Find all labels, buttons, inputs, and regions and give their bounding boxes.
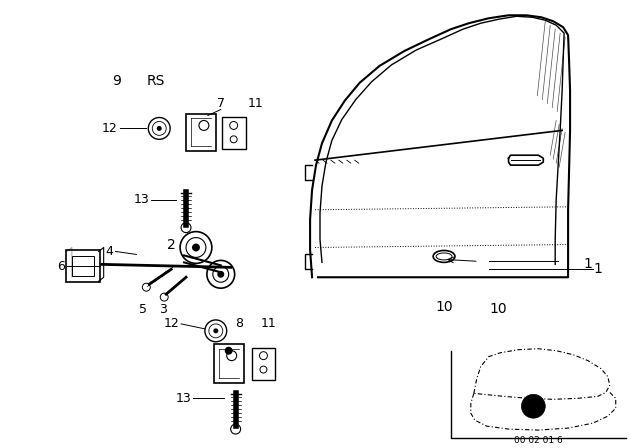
Text: 2: 2 bbox=[167, 237, 175, 251]
Text: 1: 1 bbox=[584, 257, 593, 271]
Text: 5: 5 bbox=[140, 302, 147, 315]
Text: 4: 4 bbox=[106, 245, 113, 258]
Text: 10: 10 bbox=[490, 302, 508, 316]
Bar bbox=[252, 348, 275, 380]
Circle shape bbox=[522, 394, 545, 418]
Text: RS: RS bbox=[147, 74, 166, 88]
Circle shape bbox=[213, 328, 218, 333]
Text: 10: 10 bbox=[435, 300, 453, 314]
Bar bbox=[186, 113, 216, 151]
Circle shape bbox=[225, 347, 233, 355]
Circle shape bbox=[218, 271, 224, 278]
Text: 3: 3 bbox=[159, 302, 167, 315]
Text: 12: 12 bbox=[102, 122, 118, 135]
Circle shape bbox=[157, 126, 162, 131]
Bar bbox=[72, 256, 93, 276]
Text: 13: 13 bbox=[134, 194, 149, 207]
Bar bbox=[214, 344, 244, 383]
Text: 12: 12 bbox=[163, 317, 179, 331]
Text: 1: 1 bbox=[593, 263, 602, 276]
Text: 9: 9 bbox=[112, 74, 121, 88]
Text: 8: 8 bbox=[235, 317, 243, 331]
Text: 00 02 01 6: 00 02 01 6 bbox=[514, 436, 563, 445]
Text: 7: 7 bbox=[217, 97, 225, 110]
Circle shape bbox=[192, 244, 200, 251]
Text: 13: 13 bbox=[175, 392, 191, 405]
Text: 6: 6 bbox=[57, 260, 65, 273]
Bar bbox=[221, 117, 246, 149]
Text: 11: 11 bbox=[248, 97, 264, 110]
Text: 11: 11 bbox=[260, 317, 276, 331]
